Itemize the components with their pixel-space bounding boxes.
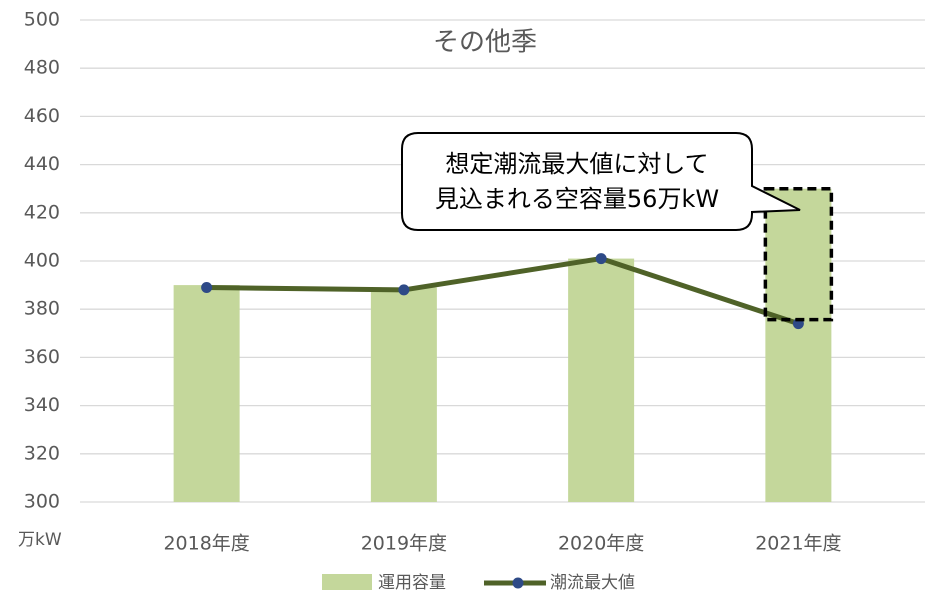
y-tick-label: 500 [24, 9, 60, 31]
y-tick-label: 380 [24, 298, 60, 320]
x-tick-label: 2019年度 [361, 533, 447, 555]
y-tick-label: 400 [24, 250, 60, 272]
legend-swatch [322, 574, 372, 590]
chart-title: その他季 [433, 28, 537, 58]
y-tick-label: 300 [24, 491, 60, 513]
legend-swatch [512, 577, 524, 589]
y-tick-label: 480 [24, 57, 60, 79]
y-tick-label: 460 [24, 105, 60, 127]
y-tick-label: 320 [24, 442, 60, 464]
annotation-line: 想定潮流最大値に対して [445, 150, 708, 178]
bar [765, 188, 832, 502]
x-tick-label: 2018年度 [163, 533, 249, 555]
y-tick-label: 360 [24, 346, 60, 368]
bar [370, 287, 437, 502]
x-tick-label: 2021年度 [755, 533, 841, 555]
bar [568, 258, 635, 502]
callout [401, 132, 801, 231]
y-tick-label: 440 [24, 153, 60, 175]
y-tick-label: 340 [24, 394, 60, 416]
capacity-gap-box [763, 186, 834, 322]
bar [173, 285, 240, 502]
y-tick-label: 420 [24, 201, 60, 223]
legend-label: 運用容量 [378, 573, 446, 593]
y-unit-label: 万kW [18, 530, 62, 550]
annotation-line: 見込まれる空容量56万kW [435, 185, 719, 213]
line-marker [201, 282, 213, 294]
line-marker [398, 284, 410, 296]
line [206, 256, 800, 327]
title-background [420, 22, 550, 64]
marks [173, 186, 834, 502]
x-tick-label: 2020年度 [558, 533, 644, 555]
legend-label: 潮流最大値 [550, 573, 635, 593]
line-marker [595, 253, 607, 265]
